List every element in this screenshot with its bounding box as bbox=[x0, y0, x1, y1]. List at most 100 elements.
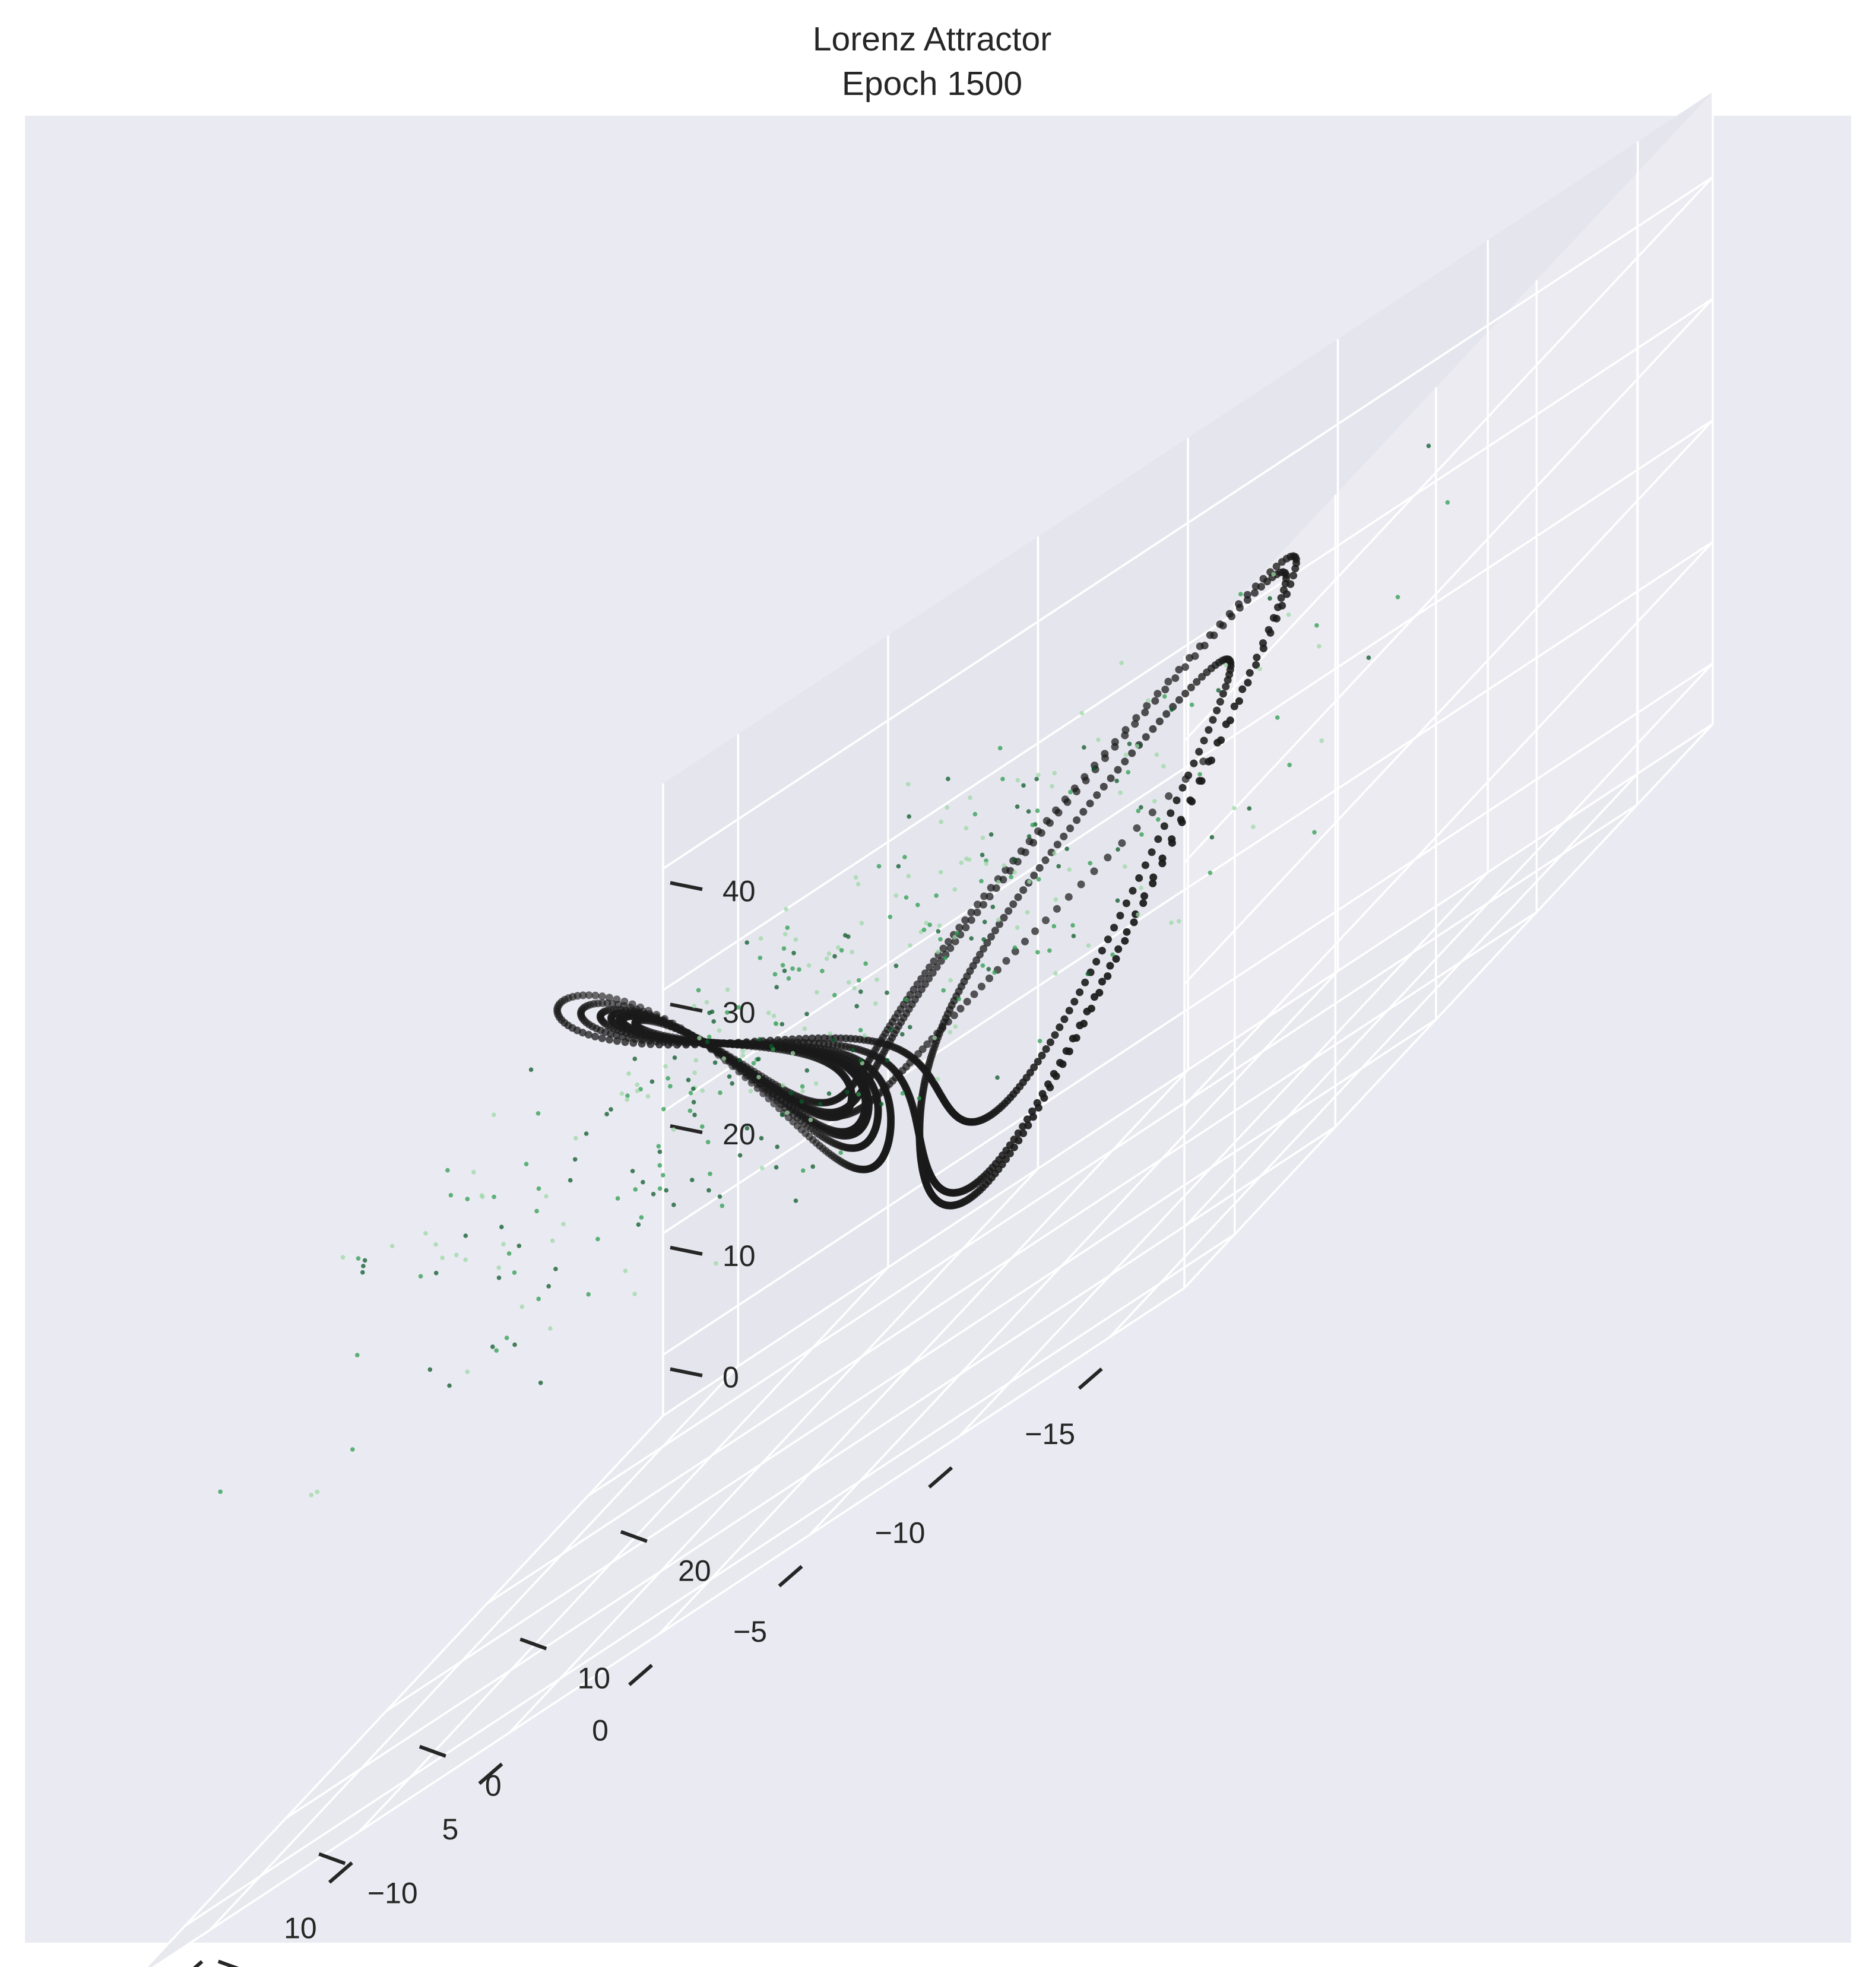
predicted-point bbox=[1251, 824, 1256, 829]
trajectory-point bbox=[1132, 714, 1140, 722]
trajectory-point bbox=[727, 1040, 735, 1048]
trajectory-point bbox=[1066, 824, 1075, 833]
predicted-point bbox=[900, 1091, 905, 1096]
trajectory-point bbox=[730, 1060, 739, 1068]
predicted-point bbox=[810, 1164, 815, 1169]
trajectory-point bbox=[1090, 867, 1098, 875]
x-tick-label: −5 bbox=[733, 1615, 767, 1648]
trajectory-point bbox=[1129, 887, 1137, 895]
predicted-point bbox=[788, 1090, 794, 1096]
trajectory-point bbox=[1021, 937, 1029, 946]
y-grid-floor bbox=[285, 1126, 1336, 1820]
trajectory-point bbox=[1155, 717, 1164, 725]
trajectory-point bbox=[1095, 989, 1104, 997]
trajectory-point bbox=[1121, 726, 1130, 734]
trajectory-point bbox=[1026, 1068, 1034, 1077]
chart-title: Lorenz Attractor bbox=[813, 20, 1051, 58]
predicted-point bbox=[1123, 753, 1129, 757]
trajectory-point bbox=[1087, 1004, 1095, 1013]
trajectory-point bbox=[788, 1035, 796, 1043]
trajectory-point bbox=[1002, 1155, 1010, 1163]
predicted-point bbox=[780, 963, 785, 967]
trajectory-point bbox=[980, 892, 988, 900]
predicted-point bbox=[1232, 805, 1237, 811]
predicted-point bbox=[828, 1031, 832, 1036]
predicted-point bbox=[568, 1178, 573, 1183]
trajectory-point bbox=[1151, 697, 1159, 705]
trajectory-point bbox=[605, 994, 613, 1002]
trajectory-point bbox=[1184, 771, 1193, 779]
predicted-point bbox=[781, 946, 787, 951]
predicted-point bbox=[802, 1026, 807, 1031]
predicted-point bbox=[544, 1194, 549, 1199]
predicted-point bbox=[885, 990, 889, 995]
predicted-point bbox=[512, 1270, 517, 1275]
trajectory-point bbox=[1149, 873, 1158, 881]
predicted-point bbox=[686, 1077, 691, 1083]
trajectory-point bbox=[1038, 1051, 1046, 1059]
trajectory-point bbox=[979, 900, 987, 909]
predicted-point bbox=[947, 1030, 953, 1035]
trajectory-point bbox=[1079, 808, 1088, 816]
trajectory-point bbox=[1172, 796, 1181, 804]
predicted-point bbox=[572, 1157, 578, 1162]
predicted-point bbox=[946, 776, 950, 782]
y-grid-floor bbox=[184, 1233, 1235, 1927]
predicted-point bbox=[758, 956, 763, 960]
predicted-point bbox=[769, 1043, 774, 1049]
predicted-point bbox=[727, 1074, 732, 1079]
z-grid-side bbox=[1183, 419, 1714, 985]
predicted-point bbox=[663, 1064, 668, 1069]
trajectory-point bbox=[579, 1029, 587, 1037]
predicted-point bbox=[490, 1344, 495, 1349]
trajectory-point bbox=[1181, 663, 1189, 671]
predicted-point bbox=[915, 902, 920, 908]
pane-edge bbox=[1183, 723, 1714, 1289]
predicted-point bbox=[1051, 924, 1057, 929]
predicted-point bbox=[902, 855, 907, 859]
trajectory-point bbox=[1010, 1143, 1018, 1151]
trajectory-point bbox=[1106, 962, 1114, 970]
trajectory-point bbox=[963, 998, 971, 1006]
predicted-point bbox=[657, 1163, 663, 1168]
trajectory-point bbox=[1019, 1129, 1028, 1137]
predicted-point bbox=[980, 835, 985, 840]
trajectory-point bbox=[1004, 907, 1013, 915]
predicted-point bbox=[671, 1127, 676, 1132]
predicted-points-series bbox=[218, 443, 1450, 1498]
predicted-point bbox=[1238, 592, 1243, 597]
predicted-point bbox=[630, 1169, 635, 1173]
predicted-point bbox=[980, 963, 985, 968]
trajectory-point bbox=[1040, 1094, 1048, 1102]
trajectory-point bbox=[1121, 937, 1129, 945]
trajectory-point bbox=[1118, 839, 1126, 847]
predicted-point bbox=[1445, 500, 1450, 505]
predicted-point bbox=[619, 1091, 625, 1096]
predicted-point bbox=[440, 1255, 445, 1260]
trajectory-point bbox=[1209, 716, 1217, 724]
predicted-point bbox=[1366, 655, 1371, 660]
y-tick-label: 10 bbox=[577, 1662, 610, 1695]
predicted-point bbox=[1162, 694, 1167, 699]
predicted-point bbox=[499, 1224, 504, 1229]
x-grid-floor bbox=[509, 1167, 1039, 1734]
trajectory-point bbox=[1197, 777, 1206, 785]
z-tick-label: 20 bbox=[722, 1118, 756, 1151]
predicted-point bbox=[494, 1348, 499, 1353]
predicted-point bbox=[927, 922, 932, 927]
predicted-point bbox=[774, 1021, 778, 1026]
predicted-point bbox=[952, 887, 958, 892]
trajectory-point bbox=[1046, 1083, 1054, 1092]
predicted-point bbox=[218, 1489, 223, 1495]
predicted-point bbox=[632, 1292, 637, 1296]
predicted-point bbox=[1317, 644, 1322, 649]
predicted-point bbox=[941, 988, 946, 993]
predicted-point bbox=[633, 1187, 638, 1192]
predicted-point bbox=[538, 1381, 543, 1385]
predicted-point bbox=[492, 1194, 496, 1200]
trajectory-point bbox=[598, 1034, 606, 1042]
trajectory-point bbox=[585, 1030, 593, 1039]
predicted-point bbox=[981, 937, 986, 942]
trajectory-point bbox=[1073, 816, 1081, 824]
